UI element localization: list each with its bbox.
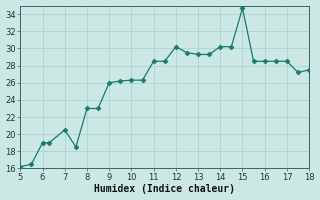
X-axis label: Humidex (Indice chaleur): Humidex (Indice chaleur): [94, 184, 235, 194]
